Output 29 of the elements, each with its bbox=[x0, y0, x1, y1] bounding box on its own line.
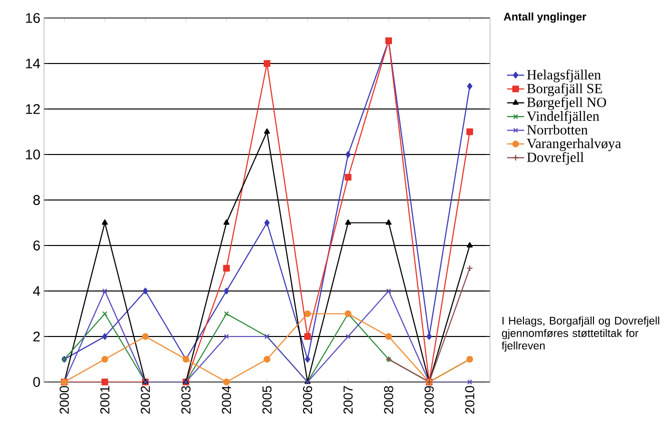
y-tick-label: 2 bbox=[33, 332, 40, 342]
x-tick-label: 2009 bbox=[424, 386, 434, 414]
text: I Helags, Borgafjäll og Dovrefjell gjennomføres støttetiltak for fjellreven bbox=[502, 316, 660, 352]
y-tick-label: 4 bbox=[33, 286, 40, 296]
legend-label: Vindelfjällen bbox=[526, 110, 600, 124]
legend-title: Antall ynglinger bbox=[504, 12, 586, 23]
legend-label: Børgefjell NO bbox=[527, 97, 606, 110]
y-tick-label: 0 bbox=[33, 377, 40, 387]
y-tick-label: 8 bbox=[33, 195, 40, 205]
legend-label: Norrbotten bbox=[527, 124, 588, 135]
x-tick-label: 2007 bbox=[344, 386, 353, 414]
x-tick-label: 2010 bbox=[465, 386, 474, 414]
x-tick-label: 2002 bbox=[140, 386, 150, 414]
x-tick-label: 2006 bbox=[302, 386, 312, 414]
x-tick-label: 2005 bbox=[262, 386, 272, 414]
y-tick-label: 14 bbox=[26, 58, 40, 68]
x-tick-label: 2001 bbox=[100, 386, 110, 414]
x-tick-label: 2000 bbox=[60, 386, 69, 414]
legend-label: Varangerhalvøya bbox=[526, 138, 621, 152]
x-tick-label: 2004 bbox=[222, 386, 232, 414]
y-tick-label: 10 bbox=[26, 150, 40, 160]
x-tick-label: 2008 bbox=[384, 386, 394, 414]
y-tick-label: 6 bbox=[33, 240, 40, 250]
x-tick-label: 2003 bbox=[181, 386, 190, 414]
y-tick-label: 12 bbox=[26, 104, 40, 114]
legend-label: Dovrefjell bbox=[527, 152, 584, 165]
legend-label: Borgafjäll SE bbox=[527, 83, 602, 96]
legend-label: Helagsfjällen bbox=[527, 69, 601, 82]
y-tick-label: 16 bbox=[26, 13, 40, 23]
